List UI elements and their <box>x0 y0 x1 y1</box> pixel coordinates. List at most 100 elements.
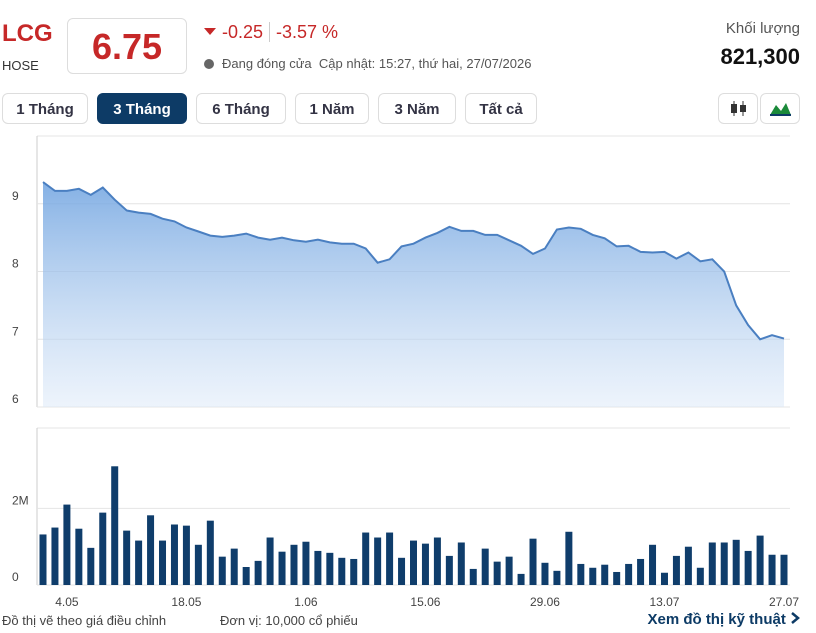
tab[interactable]: 3 Tháng <box>97 93 187 124</box>
volume-bar <box>493 561 501 585</box>
volume-bar <box>63 504 71 585</box>
volume-bar <box>326 552 334 585</box>
volume-bar <box>720 542 728 585</box>
volume-bar <box>684 546 692 585</box>
x-tick-label: 4.05 <box>55 595 79 609</box>
volume-bar <box>649 544 657 585</box>
volume-bar <box>517 573 525 585</box>
volume-bar <box>159 540 167 585</box>
volume-bar <box>577 563 585 585</box>
volume-bar <box>457 542 465 585</box>
volume-bar <box>75 528 83 585</box>
volume-bar <box>756 535 764 585</box>
status: Đang đóng cửa Cập nhật: 15:27, thứ hai, … <box>204 56 531 71</box>
volume-bar <box>194 544 202 585</box>
technical-link[interactable]: Xem đồ thị kỹ thuật <box>647 611 800 628</box>
volume-bar <box>206 520 214 585</box>
y-tick-label: 6 <box>12 392 19 406</box>
volume-bar <box>170 524 178 585</box>
change-pct: -3.57 % <box>276 22 339 42</box>
y-tick-label: 2M <box>12 494 29 508</box>
volume-bar <box>601 564 609 585</box>
x-tick-label: 13.07 <box>649 595 679 609</box>
volume-bar <box>744 550 752 585</box>
area-icon <box>770 103 791 116</box>
volume-bar <box>386 532 394 585</box>
volume-bar <box>87 547 95 585</box>
volume-bar <box>147 515 155 585</box>
volume-bar <box>481 548 489 585</box>
tab[interactable]: 6 Tháng <box>196 93 286 124</box>
x-tick-label: 29.06 <box>530 595 560 609</box>
volume-bar <box>99 512 107 585</box>
footer-unit: Đơn vị: 10,000 cổ phiếu <box>220 613 358 628</box>
x-tick-label: 27.07 <box>769 595 799 609</box>
ticker: LCG <box>2 20 53 47</box>
volume-bar <box>362 532 370 585</box>
volume-bar <box>672 555 680 585</box>
volume-bar <box>589 567 597 585</box>
volume-bar <box>135 540 143 585</box>
volume-bar <box>433 537 441 585</box>
exchange: HOSE <box>2 58 39 73</box>
tab[interactable]: 1 Tháng <box>2 93 88 124</box>
volume-bar <box>732 539 740 585</box>
volume-bar <box>51 527 59 585</box>
volume-label: Khối lượng <box>725 20 800 37</box>
volume-bar <box>541 562 549 585</box>
volume-bar <box>218 556 226 585</box>
y-tick-label: 8 <box>12 257 19 271</box>
volume-bar <box>469 568 477 585</box>
volume-bar <box>123 530 131 585</box>
volume-bar <box>553 570 561 585</box>
change-value: -0.25 <box>222 22 264 42</box>
y-tick-label: 0 <box>12 570 19 584</box>
status-text: Đang đóng cửa <box>222 56 312 71</box>
volume-bar <box>637 558 645 585</box>
y-tick-label: 7 <box>12 324 19 338</box>
technical-link-text[interactable]: Xem đồ thị kỹ thuật <box>647 611 786 628</box>
volume-bar <box>350 558 358 585</box>
volume-bar <box>266 537 274 585</box>
volume-bar <box>39 534 47 585</box>
x-tick-label: 15.06 <box>410 595 440 609</box>
volume-bar <box>529 538 537 585</box>
volume-bar <box>302 541 310 585</box>
area-button[interactable] <box>760 93 800 124</box>
volume-bar <box>613 571 621 585</box>
volume-bar <box>254 560 262 585</box>
volume-bar <box>565 531 573 585</box>
candle-button[interactable] <box>718 93 758 124</box>
volume-bar <box>230 548 238 585</box>
x-tick-label: 1.06 <box>294 595 318 609</box>
volume-bar <box>111 466 119 585</box>
volume-bar <box>338 557 346 585</box>
volume-bar <box>242 567 250 585</box>
price-box: 6.75 <box>67 18 187 74</box>
tab[interactable]: 1 Năm <box>295 93 369 124</box>
candle-icon <box>731 101 746 116</box>
price-line <box>42 181 785 341</box>
volume-bar <box>708 542 716 585</box>
volume-bar <box>660 572 668 585</box>
volume-bar <box>410 540 417 585</box>
volume-bar <box>780 554 788 585</box>
volume-bar <box>445 555 453 585</box>
tab[interactable]: Tất cả <box>465 93 537 124</box>
volume-bar <box>505 556 513 585</box>
volume-bar <box>182 525 190 585</box>
footer-note: Đồ thị vẽ theo giá điều chỉnh <box>2 613 167 628</box>
volume-bar <box>314 550 322 585</box>
chevron <box>791 612 800 624</box>
volume-bar <box>374 537 382 585</box>
volume: 821,300 <box>720 44 800 69</box>
volume-bar <box>625 563 633 585</box>
volume-bar <box>278 551 286 585</box>
tab[interactable]: 3 Năm <box>378 93 456 124</box>
volume-bar <box>768 554 776 585</box>
volume-bar <box>398 557 406 585</box>
updated: Cập nhật: 15:27, thứ hai, 27/07/2026 <box>318 56 532 71</box>
volume-bar <box>290 544 298 585</box>
